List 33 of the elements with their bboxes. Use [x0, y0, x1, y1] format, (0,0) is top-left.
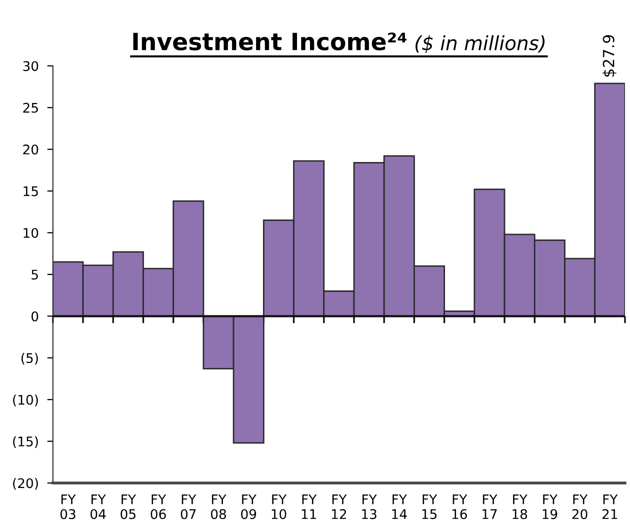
y-tick-label: (10)	[13, 394, 38, 406]
x-tick-label: FY 06	[150, 494, 166, 520]
x-tick-label: FY 15	[422, 494, 438, 520]
y-tick-label: 0	[32, 311, 38, 322]
x-tick-label: FY 19	[542, 494, 558, 520]
y-tick-label: (20)	[13, 478, 38, 490]
x-tick-label: FY 12	[332, 494, 347, 519]
y-tick-label: 25	[23, 102, 38, 113]
x-tick-label: FY 05	[120, 494, 136, 520]
data-label: $27.9	[602, 35, 616, 77]
x-tick-label: FY 13	[362, 494, 377, 520]
y-tick-label: 10	[24, 228, 38, 238]
x-tick-label: FY 08	[210, 494, 226, 520]
x-tick-label: FY 21	[602, 494, 618, 519]
x-tick-label: FY 10	[272, 494, 287, 520]
x-tick-label: FY 17	[482, 494, 498, 519]
x-tick-label: FY 14	[392, 494, 408, 519]
x-tick-label: FY 07	[180, 494, 196, 520]
x-tick-label: FY 18	[512, 494, 528, 520]
y-tick-label: (15)	[13, 436, 38, 448]
y-tick-label: 20	[23, 144, 38, 154]
x-tick-label: FY 03	[60, 494, 76, 520]
x-tick-label: FY 11	[302, 494, 317, 519]
y-tick-label: 15	[24, 186, 38, 196]
x-tick-label: FY 20	[572, 494, 588, 520]
y-tick-label: 30	[23, 61, 38, 72]
x-tick-label: FY 16	[452, 494, 468, 520]
x-tick-label: FY 04	[90, 494, 106, 520]
y-tick-label: (5)	[21, 352, 38, 365]
chart-title: Investment Income²⁴	[133, 32, 407, 50]
x-tick-label: FY 09	[241, 494, 256, 520]
y-tick-label: 5	[32, 270, 38, 280]
chart-subtitle: ($ in millions)	[416, 35, 545, 53]
